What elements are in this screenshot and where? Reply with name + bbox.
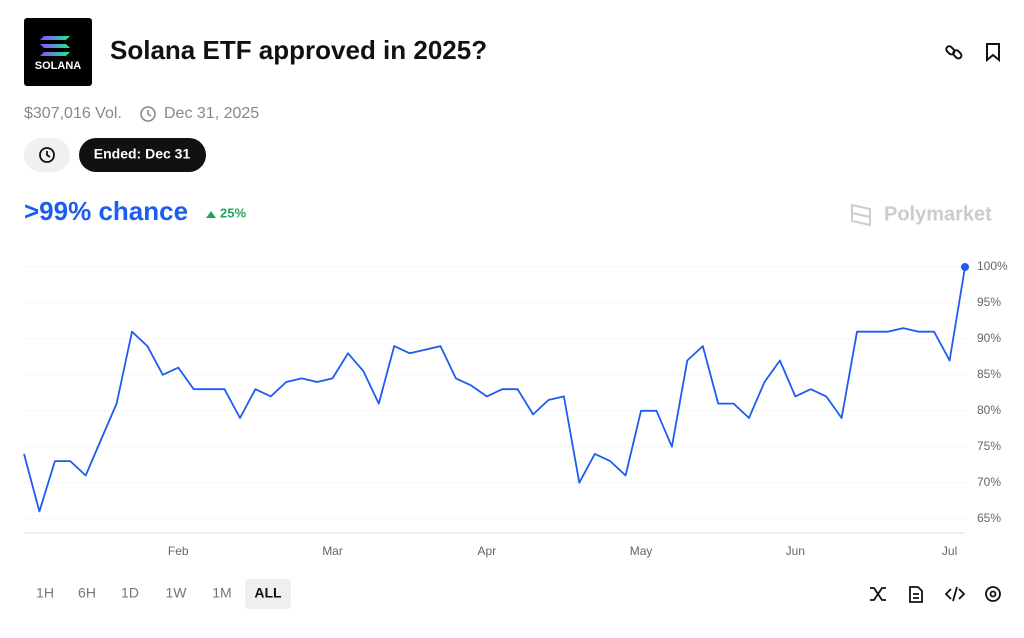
status-pill[interactable]: [79, 138, 206, 172]
brand-icon: [851, 203, 871, 227]
y-tick-label: 75%: [977, 439, 1001, 453]
bookmark-icon[interactable]: [986, 43, 1000, 63]
range-button[interactable]: 6H: [78, 585, 96, 601]
y-tick-label: 95%: [977, 295, 1001, 309]
y-tick-label: 80%: [977, 403, 1001, 417]
x-tick-label: Jun: [786, 544, 805, 558]
price-line: [23, 266, 966, 513]
y-tick-label: 90%: [977, 331, 1001, 345]
y-tick-label: 85%: [977, 367, 1001, 381]
clock-icon: [140, 106, 156, 122]
brand: Polymarket: [884, 203, 992, 225]
y-tick-label: 100%: [977, 259, 1008, 273]
market-title: Solana ETF approved in 2025?: [110, 35, 487, 65]
x-tick-label: Jul: [942, 544, 957, 558]
chance: >99% chance: [24, 196, 188, 226]
embed-icon[interactable]: [944, 586, 966, 602]
plot: 65% 70% 75% 80% 85% 90% 95% 100% Feb Mar Apr May Jun…: [23, 259, 1008, 558]
shuffle-icon[interactable]: [870, 587, 886, 601]
x-tick-label: Apr: [477, 544, 496, 558]
settings-icon[interactable]: [985, 586, 1001, 602]
link-icon[interactable]: [945, 45, 963, 60]
range-button[interactable]: 1M: [212, 585, 231, 601]
last-point: [961, 263, 969, 271]
logo: SOLANA: [24, 18, 92, 86]
range-button[interactable]: ALL: [254, 585, 282, 601]
up-arrow: [206, 211, 216, 218]
y-tick-label: 65%: [977, 511, 1001, 525]
y-tick-label: 70%: [977, 475, 1001, 489]
status-text: Ended: Dec 31: [94, 146, 191, 162]
x-tick-label: May: [630, 544, 653, 558]
end-date: Dec 31, 2025: [164, 105, 259, 122]
range-button[interactable]: 1D: [121, 585, 139, 601]
volume: $307,016 Vol.: [24, 105, 122, 122]
range-controls: 1H 6H 1D 1W 1M ALL: [36, 579, 291, 609]
range-button[interactable]: 1W: [166, 585, 188, 601]
x-tick-label: Feb: [168, 544, 189, 558]
range-button[interactable]: 1H: [36, 585, 54, 601]
change: 25%: [220, 205, 246, 220]
doc-icon[interactable]: [909, 586, 923, 603]
x-tick-label: Mar: [322, 544, 343, 558]
active-range-bg: [245, 579, 291, 609]
tool-icons: [870, 586, 1001, 603]
logo-text: SOLANA: [35, 60, 82, 72]
